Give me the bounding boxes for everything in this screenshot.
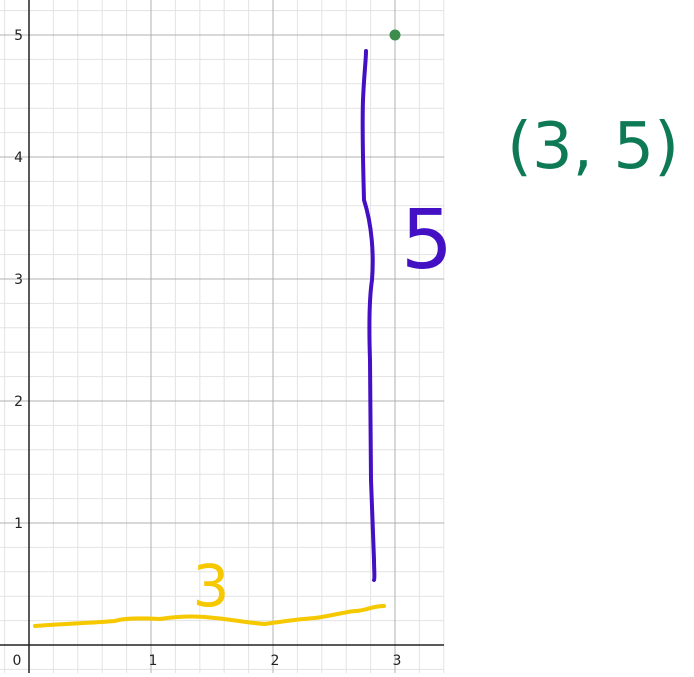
- vertical-distance-label: 5: [401, 193, 453, 288]
- data-point: [389, 29, 401, 41]
- tick-labels: 0 1 2 3 1 2 3 4 5: [13, 28, 402, 669]
- data-points: [389, 29, 401, 41]
- x-tick-label: 3: [393, 653, 402, 669]
- y-tick-label: 5: [14, 28, 23, 44]
- x-tick-label: 1: [149, 653, 158, 669]
- y-tick-label: 3: [14, 272, 23, 288]
- horizontal-distance-label: 3: [193, 552, 230, 620]
- y-tick-label: 2: [14, 394, 23, 410]
- vertical-distance-stroke: [360, 49, 377, 582]
- x-tick-label: 0: [13, 653, 22, 669]
- y-tick-label: 4: [14, 150, 23, 166]
- horizontal-distance-stroke: [33, 604, 386, 628]
- axes: [0, 0, 444, 673]
- coordinate-label: (3, 5): [507, 110, 679, 184]
- x-tick-label: 2: [271, 653, 280, 669]
- y-tick-label: 1: [14, 516, 23, 532]
